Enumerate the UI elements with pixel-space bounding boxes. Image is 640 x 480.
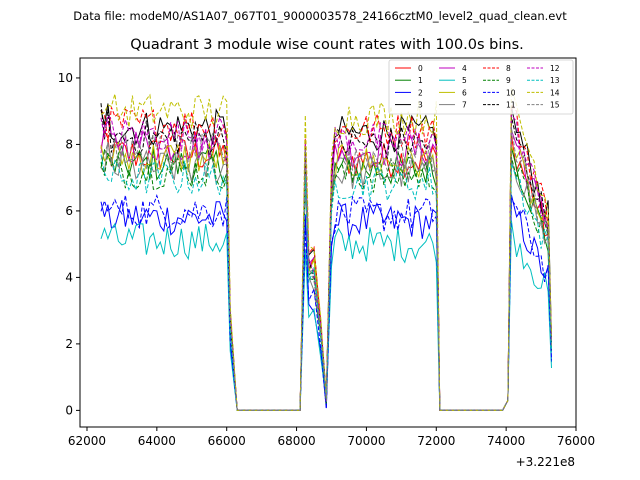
legend-label-10: 10 xyxy=(506,88,516,97)
legend-label-0: 0 xyxy=(418,64,423,73)
legend-label-2: 2 xyxy=(418,88,423,97)
y-tick-label: 10 xyxy=(58,71,73,85)
legend-label-7: 7 xyxy=(462,101,467,110)
legend-label-13: 13 xyxy=(550,76,560,85)
x-tick-label: 68000 xyxy=(277,434,315,448)
x-tick-label: 64000 xyxy=(138,434,176,448)
series-line-12 xyxy=(100,112,552,411)
series-line-15 xyxy=(100,126,552,411)
plot-area: 62000 64000 66000 68000 70000 72000 74000 76000… xyxy=(58,57,595,448)
series-line-0 xyxy=(100,129,552,411)
x-tick-label: 74000 xyxy=(487,434,525,448)
x-tick-label: 76000 xyxy=(557,434,595,448)
x-tick-label: 62000 xyxy=(68,434,106,448)
legend-label-14: 14 xyxy=(550,88,560,97)
legend-label-12: 12 xyxy=(550,64,560,73)
series-line-7 xyxy=(100,141,552,411)
x-offset-label: +3.221e8 xyxy=(516,455,575,469)
series-line-6 xyxy=(100,141,552,411)
legend-label-15: 15 xyxy=(550,101,560,110)
legend-label-6: 6 xyxy=(462,88,467,97)
legend-label-3: 3 xyxy=(418,101,423,110)
data-file-caption: Data file: modeM0/AS1A07_067T01_90000035… xyxy=(73,9,567,23)
series-line-13 xyxy=(100,154,552,411)
chart-title: Quadrant 3 module wise count rates with … xyxy=(130,37,524,53)
legend-label-1: 1 xyxy=(418,76,423,85)
series-line-1 xyxy=(100,144,552,411)
y-tick-label: 2 xyxy=(65,337,73,351)
legend-label-5: 5 xyxy=(462,76,467,85)
y-tick-label: 4 xyxy=(65,270,73,284)
axes-layer: 62000 64000 66000 68000 70000 72000 74000 76000… xyxy=(58,57,595,448)
legend-label-11: 11 xyxy=(506,101,516,110)
series-line-9 xyxy=(100,152,552,411)
series-line-5 xyxy=(100,220,552,411)
legend-label-8: 8 xyxy=(506,64,511,73)
series-layer xyxy=(100,87,552,411)
y-tick-label: 0 xyxy=(65,403,73,417)
x-tick-label: 70000 xyxy=(347,434,385,448)
x-tick-label: 72000 xyxy=(417,434,455,448)
series-line-4 xyxy=(100,120,552,411)
legend-box xyxy=(388,59,574,115)
legend-label-9: 9 xyxy=(506,76,511,85)
x-tick-label: 66000 xyxy=(208,434,246,448)
axes-frame xyxy=(79,57,577,428)
y-tick-label: 8 xyxy=(65,137,73,151)
legend-label-4: 4 xyxy=(462,64,467,73)
y-tick-label: 6 xyxy=(65,204,73,218)
